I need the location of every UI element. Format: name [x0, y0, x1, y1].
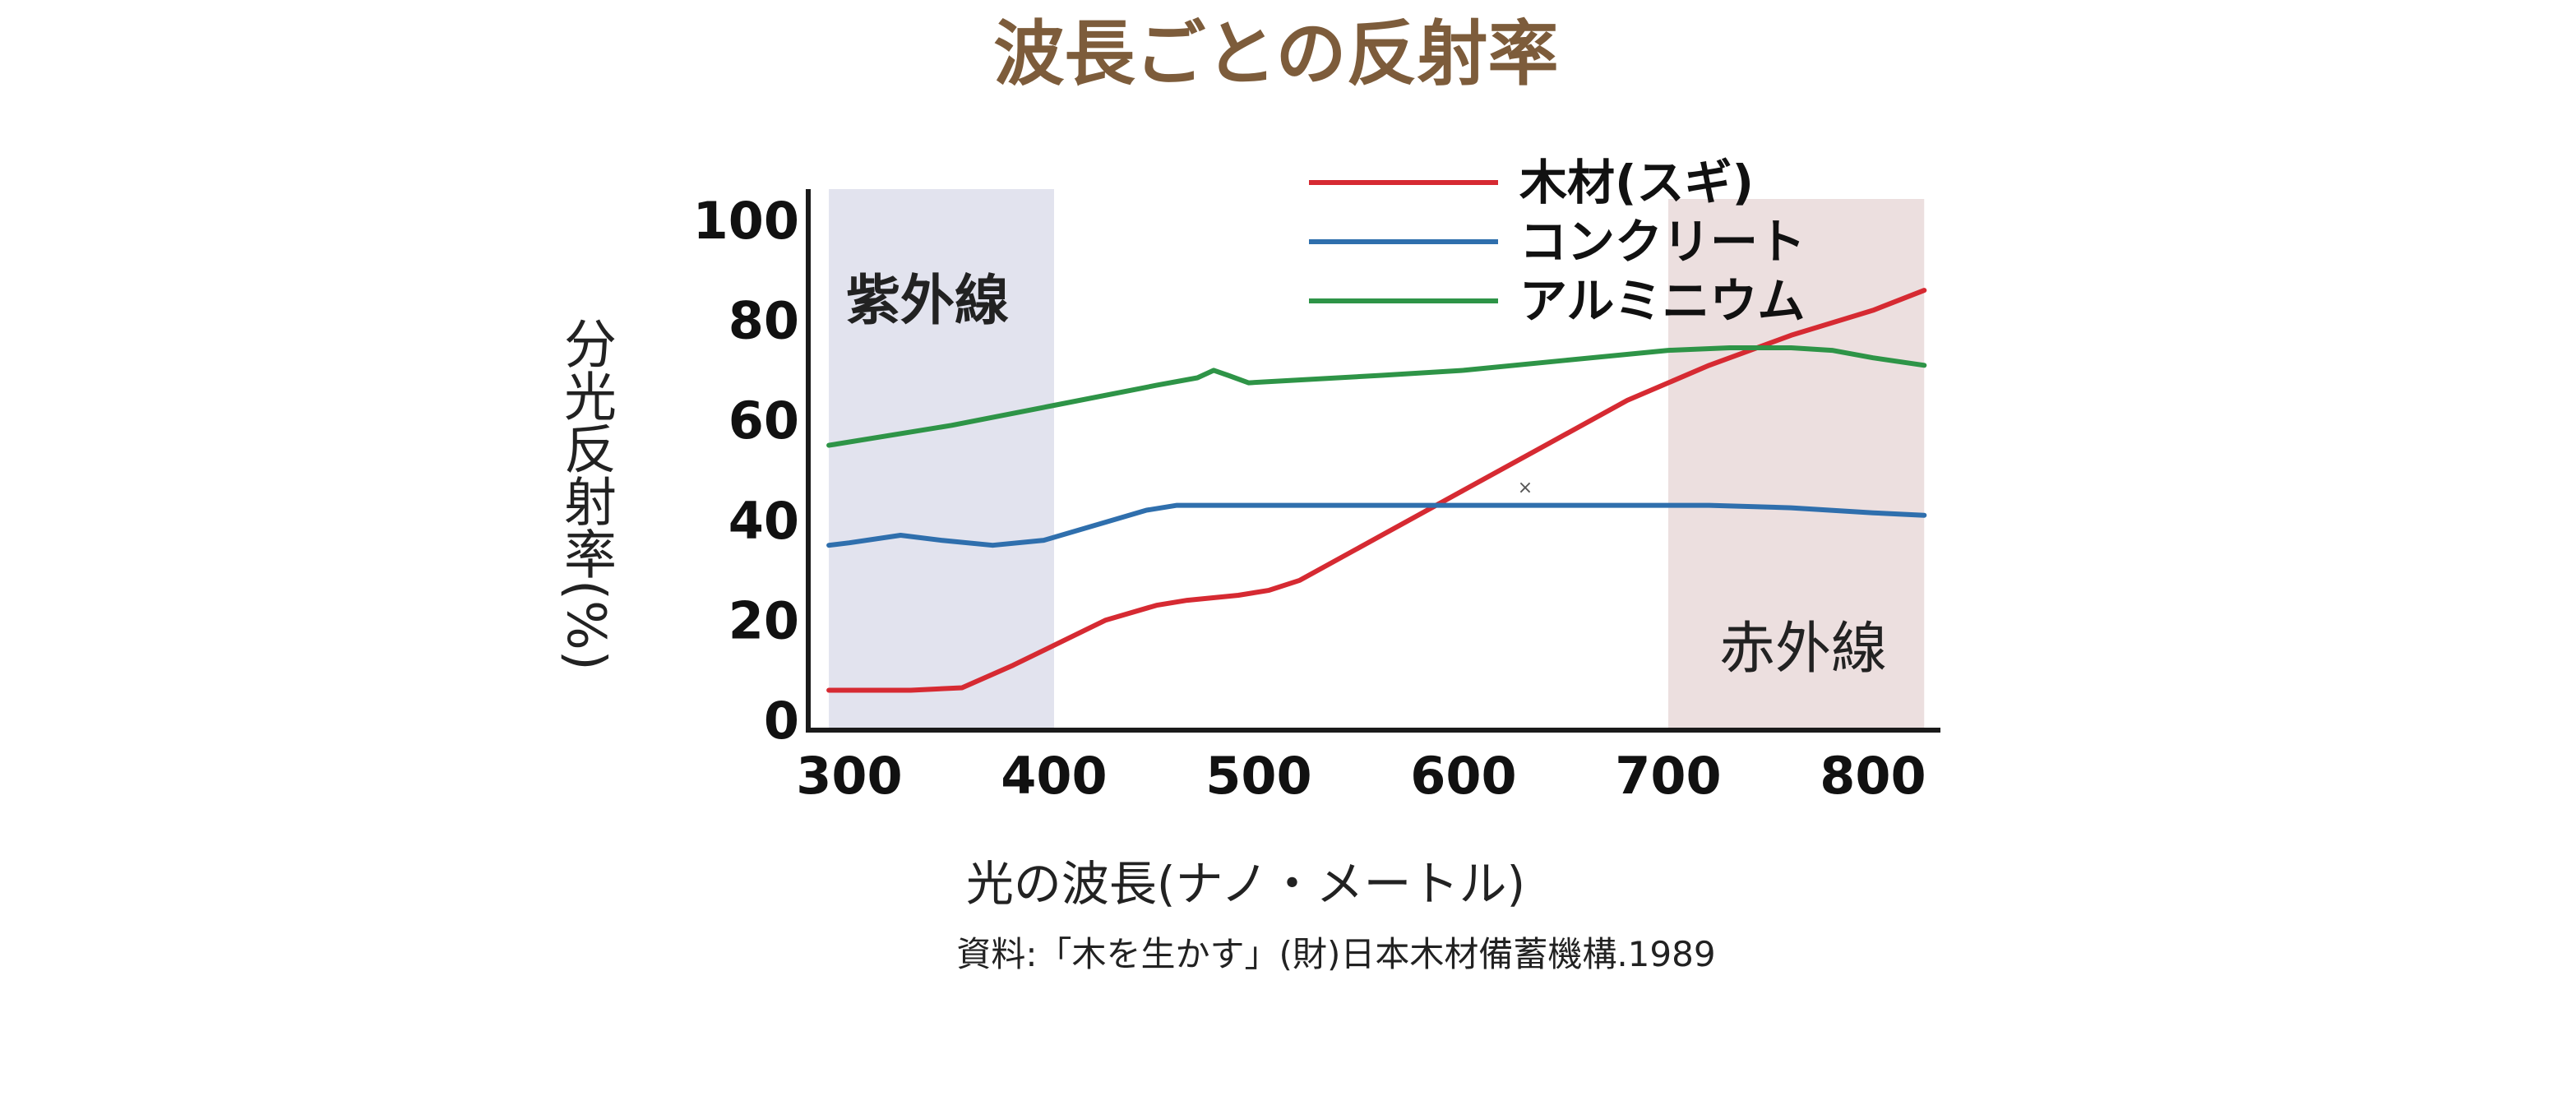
y-tick-label: 100	[693, 191, 799, 251]
y-tick-label: 80	[728, 291, 799, 351]
y-tick-label: 40	[728, 491, 799, 551]
region-label-ultraviolet: 紫外線	[846, 269, 1009, 332]
y-tick-label: 20	[728, 590, 799, 650]
chart-title: 波長ごとの反射率	[993, 13, 1558, 95]
series-line-1	[826, 502, 1927, 548]
y-axis-label: 分光反射率(%)	[555, 317, 616, 671]
series-line-2	[826, 345, 1927, 448]
legend-label-2: アルミニウム	[1519, 273, 1805, 329]
x-tick-label: 400	[1001, 746, 1107, 806]
x-axis-label: 光の波長(ナノ・メートル)	[966, 856, 1525, 912]
x-tick-label: 700	[1615, 746, 1721, 806]
region-infrared	[1668, 199, 1925, 730]
region-ultraviolet	[829, 189, 1054, 730]
legend-label-0: 木材(スギ)	[1519, 155, 1754, 210]
x-tick-label: 300	[796, 746, 902, 806]
x-tick-label: 800	[1820, 746, 1926, 806]
y-tick-label: 60	[728, 391, 799, 451]
x-tick-label: 600	[1410, 746, 1516, 806]
y-tick-label: 0	[764, 691, 799, 751]
x-tick-label: 500	[1205, 746, 1311, 806]
series-line-0	[826, 288, 1927, 693]
stray-mark: ×	[1518, 478, 1533, 498]
legend-label-1: コンクリート	[1519, 214, 1806, 270]
region-label-infrared: 赤外線	[1719, 617, 1887, 682]
source-note: 資料:「木を生かす」(財)日本木材備蓄機構.1989	[956, 934, 1715, 974]
